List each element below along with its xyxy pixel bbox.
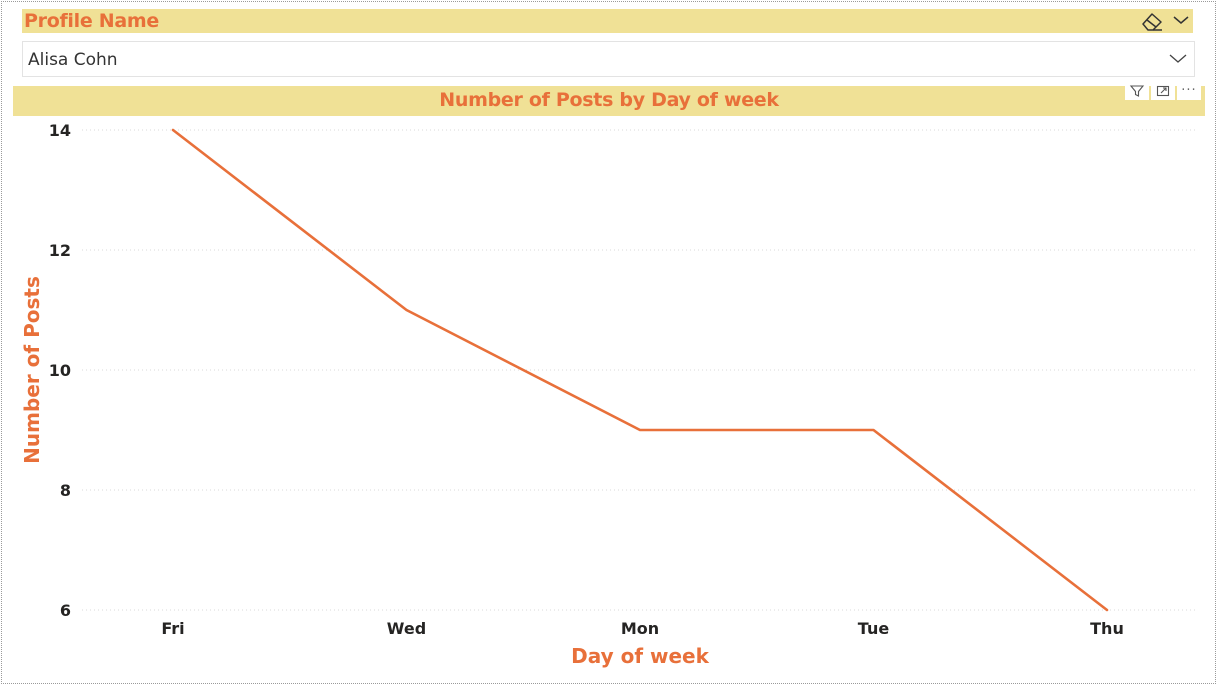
- y-tick-label: 8: [60, 481, 71, 500]
- filter-icon[interactable]: [1125, 82, 1149, 100]
- y-tick-label: 10: [49, 361, 71, 380]
- data-point[interactable]: [1103, 606, 1111, 614]
- slicer-header: Profile Name: [22, 9, 1193, 33]
- y-tick-label: 14: [49, 121, 71, 140]
- more-options-icon[interactable]: ···: [1177, 82, 1201, 100]
- x-tick-label: Wed: [387, 619, 426, 638]
- focus-mode-icon[interactable]: [1151, 82, 1175, 100]
- chart-title: Number of Posts by Day of week: [439, 89, 779, 111]
- eraser-icon[interactable]: [1140, 10, 1164, 32]
- x-tick-label: Fri: [161, 619, 184, 638]
- chevron-down-icon[interactable]: [1172, 12, 1190, 28]
- y-axis: 6 8 10 12 14: [49, 121, 71, 620]
- x-axis: Fri Wed Mon Tue Thu: [161, 619, 1123, 638]
- data-point[interactable]: [870, 426, 878, 434]
- data-point[interactable]: [169, 126, 177, 134]
- visual-header: ···: [1125, 82, 1201, 100]
- series-line-0[interactable]: [171, 128, 1109, 612]
- x-axis-title: Day of week: [571, 644, 709, 668]
- chart-title-bar: Number of Posts by Day of week: [13, 86, 1205, 116]
- data-point[interactable]: [403, 306, 411, 314]
- slicer-selected-value: Alisa Cohn: [28, 50, 118, 70]
- x-tick-label: Tue: [858, 619, 890, 638]
- x-tick-label: Mon: [621, 619, 659, 638]
- y-axis-title: Number of Posts: [20, 276, 44, 464]
- data-point[interactable]: [636, 426, 644, 434]
- y-tick-label: 6: [60, 601, 71, 620]
- x-tick-label: Thu: [1090, 619, 1124, 638]
- gridlines: [82, 129, 1198, 611]
- profile-name-dropdown[interactable]: Alisa Cohn: [22, 41, 1195, 77]
- slicer-title: Profile Name: [24, 10, 159, 32]
- y-tick-label: 12: [49, 241, 71, 260]
- more-options-label: ···: [1181, 83, 1197, 98]
- chevron-down-icon: [1168, 51, 1188, 67]
- series-layer: [169, 126, 1111, 614]
